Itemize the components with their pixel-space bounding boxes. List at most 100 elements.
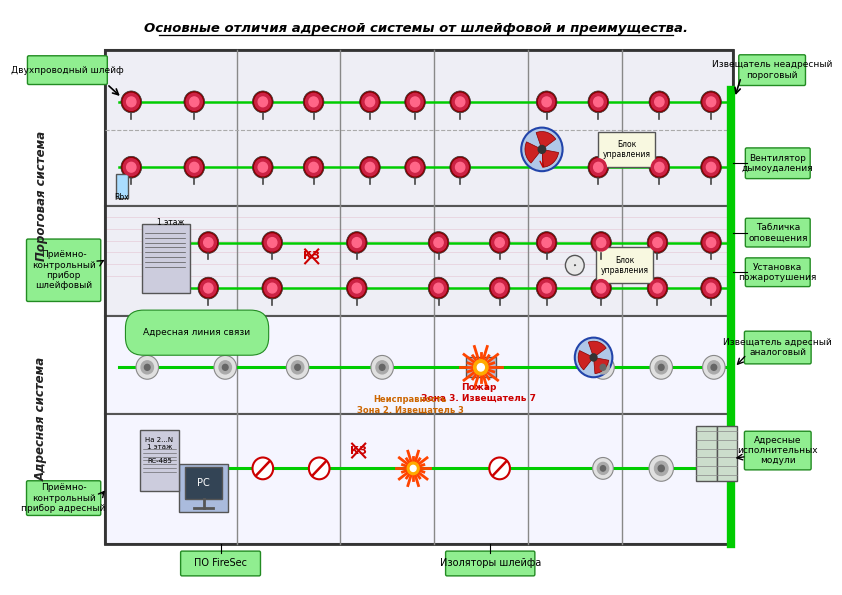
Circle shape (649, 156, 669, 178)
Circle shape (707, 361, 720, 374)
Circle shape (597, 361, 609, 374)
Bar (696, 426, 717, 481)
Circle shape (652, 159, 668, 176)
Circle shape (653, 237, 662, 248)
Circle shape (542, 283, 552, 293)
Circle shape (655, 361, 668, 374)
Circle shape (410, 465, 416, 471)
Circle shape (536, 231, 557, 253)
Wedge shape (594, 358, 609, 374)
Bar (105, 414, 733, 544)
Circle shape (255, 93, 271, 110)
FancyBboxPatch shape (181, 551, 260, 576)
Circle shape (653, 283, 662, 293)
Circle shape (706, 283, 716, 293)
Circle shape (452, 93, 468, 110)
Circle shape (703, 159, 719, 176)
Circle shape (658, 364, 664, 370)
Circle shape (303, 91, 324, 112)
Text: На 2...N
1 этаж: На 2...N 1 этаж (146, 437, 173, 450)
Circle shape (649, 456, 674, 481)
Text: Вентилятор
дымоудаления: Вентилятор дымоудаления (742, 154, 813, 173)
Circle shape (434, 237, 443, 248)
Text: 1 этаж: 1 этаж (157, 218, 184, 227)
Circle shape (703, 234, 719, 251)
Circle shape (186, 93, 202, 110)
Circle shape (596, 283, 605, 293)
Circle shape (591, 277, 611, 299)
Circle shape (253, 156, 273, 178)
Circle shape (650, 355, 673, 379)
Circle shape (121, 156, 141, 178)
Text: Приёмно-
контрольный
прибор
шлейфовый: Приёмно- контрольный прибор шлейфовый (32, 250, 95, 290)
Circle shape (349, 280, 365, 296)
Circle shape (489, 277, 510, 299)
Circle shape (596, 237, 605, 248)
FancyBboxPatch shape (445, 551, 535, 576)
Circle shape (365, 162, 375, 172)
Text: Основные отличия адресной системы от шлейфовой и преимущества.: Основные отличия адресной системы от шле… (144, 22, 688, 35)
Circle shape (255, 159, 271, 176)
Circle shape (186, 159, 202, 176)
Circle shape (360, 156, 381, 178)
Circle shape (198, 277, 219, 299)
Circle shape (352, 283, 361, 293)
Circle shape (702, 355, 725, 379)
Bar (105, 206, 733, 316)
Circle shape (592, 355, 615, 379)
Circle shape (268, 283, 277, 293)
Circle shape (703, 280, 719, 296)
Circle shape (309, 458, 329, 480)
Text: Адресные
исполнительных
модули: Адресные исполнительных модули (738, 436, 818, 465)
Circle shape (701, 156, 722, 178)
Circle shape (591, 231, 611, 253)
Circle shape (542, 237, 552, 248)
Circle shape (362, 159, 378, 176)
Wedge shape (525, 142, 542, 163)
Text: RC-485: RC-485 (147, 459, 172, 465)
Circle shape (198, 231, 219, 253)
Circle shape (489, 458, 510, 480)
Circle shape (456, 97, 465, 107)
Bar (599, 132, 655, 167)
Circle shape (126, 97, 136, 107)
Text: Неисправность
Зона 2. Извещатель 3: Неисправность Зона 2. Извещатель 3 (357, 395, 464, 415)
Circle shape (258, 97, 268, 107)
Circle shape (253, 458, 273, 480)
Circle shape (600, 466, 605, 471)
Circle shape (264, 280, 280, 296)
Circle shape (268, 237, 277, 248)
FancyBboxPatch shape (745, 148, 810, 178)
Text: Приёмно-
контрольный
прибор адресный: Приёмно- контрольный прибор адресный (21, 483, 106, 513)
Bar (140, 430, 179, 491)
Circle shape (536, 277, 557, 299)
Circle shape (306, 93, 322, 110)
Text: ПО FireSec: ПО FireSec (194, 559, 247, 568)
Circle shape (542, 97, 552, 107)
Circle shape (123, 159, 139, 176)
Circle shape (456, 162, 465, 172)
Circle shape (536, 91, 557, 112)
Wedge shape (536, 131, 556, 149)
Circle shape (380, 364, 385, 370)
Circle shape (126, 162, 136, 172)
Circle shape (362, 93, 378, 110)
Bar (105, 51, 733, 206)
Bar (105, 51, 733, 544)
Circle shape (701, 91, 722, 112)
Circle shape (434, 283, 443, 293)
Circle shape (594, 162, 603, 172)
Circle shape (590, 93, 606, 110)
Circle shape (184, 156, 205, 178)
Circle shape (450, 91, 471, 112)
Wedge shape (542, 149, 558, 167)
Circle shape (346, 277, 367, 299)
Circle shape (214, 355, 237, 379)
Circle shape (303, 156, 324, 178)
Circle shape (655, 97, 664, 107)
Text: Блок
управления: Блок управления (603, 140, 651, 159)
Circle shape (370, 355, 393, 379)
Circle shape (654, 461, 668, 475)
Circle shape (594, 97, 603, 107)
Circle shape (701, 231, 722, 253)
